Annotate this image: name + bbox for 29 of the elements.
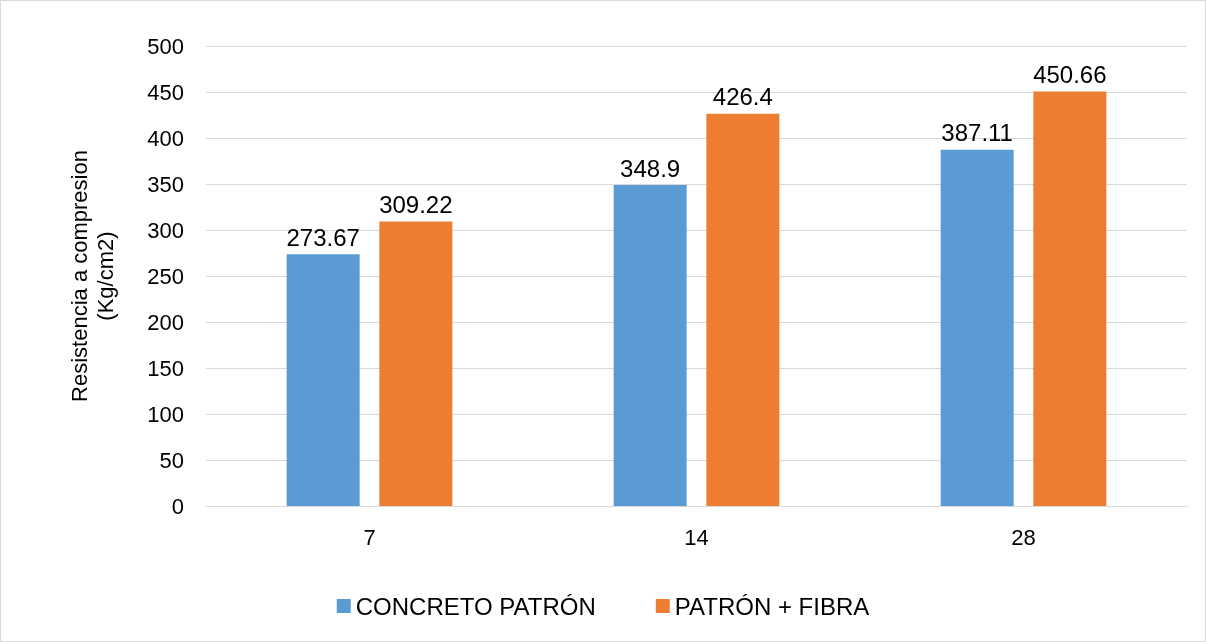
data-label: 450.66 <box>1033 60 1107 88</box>
bar <box>940 149 1014 506</box>
y-tick-label: 250 <box>147 263 184 289</box>
bar <box>379 221 453 506</box>
legend-label: CONCRETO PATRÓN <box>355 592 596 620</box>
data-label: 309.22 <box>379 191 453 219</box>
bar <box>706 113 780 506</box>
x-tick-label: 7 <box>363 524 376 550</box>
y-tick-label: 200 <box>147 309 184 335</box>
bar <box>1033 91 1107 506</box>
y-tick-label: 0 <box>171 493 184 519</box>
data-label: 387.11 <box>941 119 1013 147</box>
y-tick-label: 150 <box>147 355 184 381</box>
bar <box>613 185 687 506</box>
y-tick-label: 400 <box>147 125 184 151</box>
data-label: 426.4 <box>712 83 773 111</box>
y-axis-title: Resistencia a compresion (Kg/cm2) <box>66 150 118 402</box>
data-label: 348.9 <box>620 154 681 182</box>
x-tick-label: 14 <box>684 524 709 550</box>
y-tick-label: 350 <box>147 171 184 197</box>
data-label: 273.67 <box>286 223 360 251</box>
legend-label: PATRÓN + FIBRA <box>674 592 870 620</box>
y-tick-label: 500 <box>147 33 184 59</box>
bar <box>286 254 360 506</box>
y-tick-label: 300 <box>147 217 184 243</box>
y-tick-label: 450 <box>147 79 184 105</box>
x-tick-label: 28 <box>1011 524 1036 550</box>
y-tick-label: 100 <box>147 401 184 427</box>
y-tick-label: 50 <box>159 447 184 473</box>
